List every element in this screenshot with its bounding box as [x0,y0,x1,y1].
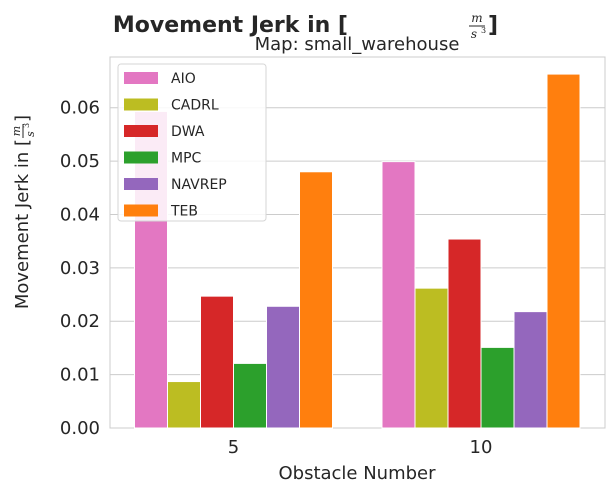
y-axis-label: Movement Jerk in [ m s 3 ] [10,115,37,309]
y-label-close-bracket: ] [12,115,33,122]
bar-mpc-10 [480,346,515,429]
bar-dwa-10 [447,238,482,429]
y-tick-label: 0.03 [60,258,100,279]
title-fraction-denominator: s [471,27,477,41]
y-axis-label-text: Movement Jerk in [ [12,139,33,309]
y-tick-label: 0.06 [60,98,100,119]
legend-label-mpc: MPC [171,151,202,167]
chart-subtitle: Map: small_warehouse [255,34,460,55]
legend-label-teb: TEB [170,204,198,220]
legend-label-aio: AIO [171,71,196,87]
bar-cadrl-5 [167,381,201,429]
x-axis-label: Obstacle Number [278,463,436,484]
legend-box [117,63,267,222]
y-label-fraction-numerator: m [10,126,23,136]
bar-teb-10 [546,73,581,429]
legend-label-navrep: NAVREP [171,177,227,193]
chart-title: Movement Jerk in [ [113,13,348,38]
legend-label-cadrl: CADRL [171,98,219,114]
bar-teb-5 [299,171,333,429]
bar-cadrl-10 [414,287,449,429]
legend-swatch-mpc [124,151,158,164]
legend-swatch-teb [124,204,158,217]
legend-swatch-navrep [124,178,158,190]
y-ticks: 0.00 0.01 0.02 0.03 0.04 0.05 0.06 [60,98,100,439]
legend-swatch-dwa [124,125,158,137]
y-tick-label: 0.01 [60,365,100,386]
y-tick-label: 0.04 [60,204,100,225]
y-tick-label: 0.00 [60,418,100,439]
bar-navrep-10 [513,311,548,429]
x-ticks: 5 10 [228,437,493,458]
bar-mpc-5 [233,362,267,429]
legend: AIO CADRL DWA MPC NAVREP TEB [117,63,267,222]
x-tick-label: 10 [470,437,493,458]
y-tick-label: 0.02 [60,311,100,332]
y-tick-label: 0.05 [60,151,100,172]
legend-swatch-aio [124,72,158,84]
title-close-bracket: ] [488,13,498,38]
y-label-fraction-exponent: 3 [22,123,31,128]
bar-aio-10 [381,161,416,429]
bar-dwa-5 [200,295,234,429]
bar-navrep-5 [266,305,300,429]
legend-label-dwa: DWA [171,124,205,140]
y-label-fraction-denominator: s [24,131,37,137]
title-fraction-exponent: 3 [481,26,486,35]
legend-swatch-cadrl [124,98,158,111]
title-fraction-numerator: m [471,11,482,25]
x-tick-label: 5 [228,437,239,458]
